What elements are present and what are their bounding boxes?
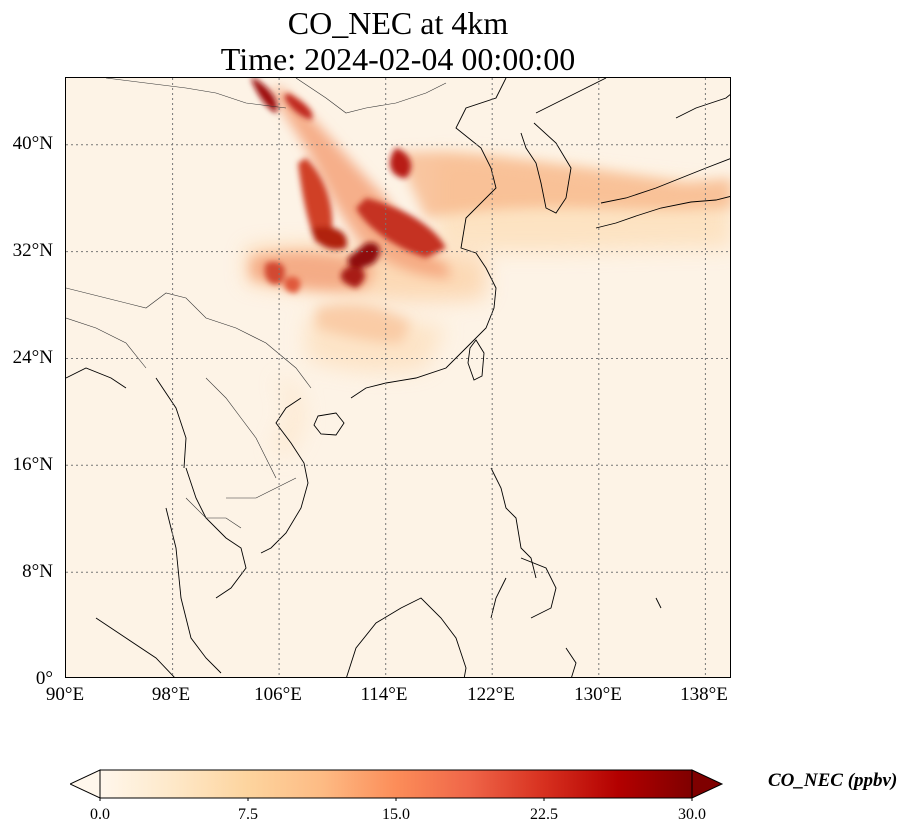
co-concentration-field	[246, 78, 730, 458]
coastlines	[66, 78, 730, 677]
lat-label-24n: 24°N	[12, 347, 53, 368]
borders	[66, 78, 447, 529]
map-canvas	[66, 78, 730, 677]
map-time: Time: 2024-02-04 00:00:00	[220, 41, 576, 77]
colorbar-tick-7-5: 7.5	[238, 806, 258, 823]
map-panel	[65, 77, 731, 678]
lon-label-130e: 130°E	[574, 684, 622, 705]
colorbar-max-extend	[691, 769, 724, 799]
gridlines	[66, 78, 730, 677]
lat-label-32n: 32°N	[12, 240, 53, 261]
lat-label-16n: 16°N	[12, 454, 53, 475]
colorbar-tick-15: 15.0	[382, 806, 410, 823]
lon-label-106e: 106°E	[254, 684, 302, 705]
colorbar-tick-0: 0.0	[90, 806, 110, 823]
colorbar-min-extend	[70, 769, 101, 799]
lon-label-138e: 138°E	[680, 684, 728, 705]
colorbar-tick-30: 30.0	[678, 806, 706, 823]
colorbar-gradient	[100, 770, 692, 798]
colorbar	[70, 769, 724, 801]
lon-label-98e: 98°E	[151, 684, 191, 705]
lat-label-0: 0°	[35, 668, 53, 689]
lat-label-8n: 8°N	[22, 561, 53, 582]
map-title: CO_NEC at 4km	[287, 5, 509, 41]
lon-label-90e: 90°E	[45, 684, 85, 705]
colorbar-label: CO_NEC (ppbv)	[768, 770, 898, 791]
lon-label-114e: 114°E	[360, 684, 408, 705]
colorbar-tick-22-5: 22.5	[530, 806, 558, 823]
lon-label-122e: 122°E	[467, 684, 515, 705]
lat-label-40n: 40°N	[12, 133, 53, 154]
